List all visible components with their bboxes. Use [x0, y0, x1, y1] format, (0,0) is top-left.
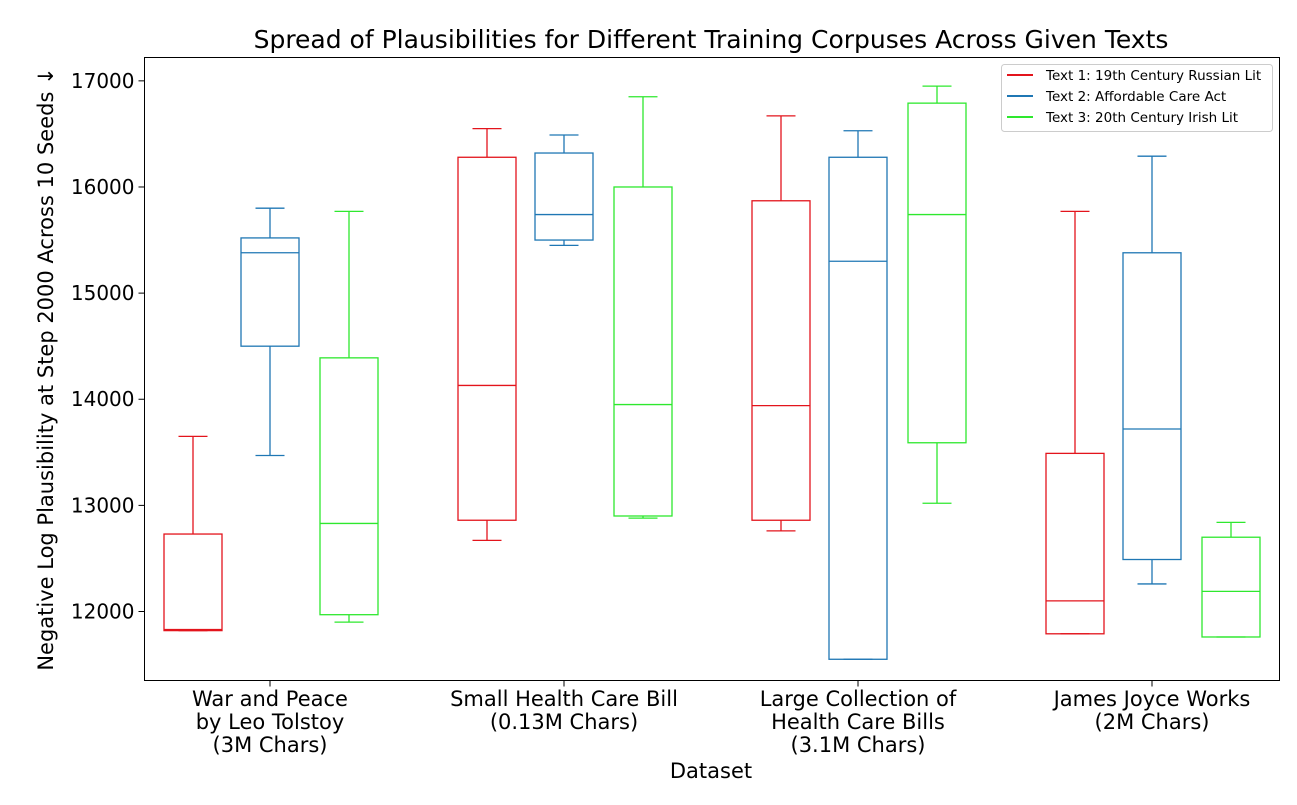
x-tick-label-line: Small Health Care Bill [450, 687, 678, 711]
x-tick-label-line: War and Peace [192, 687, 348, 711]
box [1201, 536, 1261, 638]
box [907, 102, 967, 444]
y-tick-label: 13000 [71, 493, 135, 517]
y-tick-label: 17000 [71, 69, 135, 93]
box [613, 186, 673, 517]
x-tick-label-line: (3M Chars) [213, 733, 328, 757]
series-group-1 [163, 115, 1105, 635]
y-axis-label: Negative Log Plausibility at Step 2000 A… [34, 67, 58, 670]
x-tick-label-line: (3.1M Chars) [791, 733, 926, 757]
x-tick-label-line: Health Care Bills [771, 710, 945, 734]
x-tick-label-line: (2M Chars) [1095, 710, 1210, 734]
x-tick-label-line: James Joyce Works [1052, 687, 1251, 711]
y-tick-label: 12000 [71, 600, 135, 624]
x-axis-label: Dataset [670, 759, 752, 783]
y-tick-label: 14000 [71, 387, 135, 411]
series-group-2 [240, 130, 1182, 660]
x-tick-label: Large Collection of Health Care Bills (3.1… [760, 687, 957, 757]
x-tick-label: War and Peace by Leo Tolstoy (3M Chars) [192, 687, 348, 757]
legend-label: Text 2: Affordable Care Act [1045, 89, 1226, 105]
x-tick-label-line: (0.13M Chars) [490, 710, 638, 734]
box [240, 237, 300, 347]
box [828, 156, 888, 660]
x-tick-label-line: by Leo Tolstoy [196, 710, 345, 734]
x-tick-label-line: Large Collection of [760, 687, 957, 711]
y-tick-label: 16000 [71, 175, 135, 199]
y-axis: 12000 13000 14000 15000 16000 17000 [71, 69, 145, 624]
chart-title: Spread of Plausibilities for Different T… [254, 25, 1169, 54]
box [751, 200, 811, 521]
legend-label: Text 1: 19th Century Russian Lit [1045, 68, 1261, 84]
legend-frame [1001, 64, 1273, 132]
plot-area [163, 85, 1261, 660]
box [457, 156, 517, 521]
box [1045, 452, 1105, 635]
y-tick-label: 15000 [71, 281, 135, 305]
legend-label: Text 3: 20th Century Irish Lit [1045, 110, 1238, 126]
series-group-3 [319, 85, 1261, 638]
x-tick-label: James Joyce Works (2M Chars) [1052, 687, 1251, 734]
box [1122, 252, 1182, 561]
x-tick-label: Small Health Care Bill (0.13M Chars) [450, 687, 678, 734]
box [534, 152, 594, 241]
legend: Text 1: 19th Century Russian Lit Text 2: … [1001, 64, 1273, 132]
box [163, 533, 223, 632]
x-axis: War and Peace by Leo Tolstoy (3M Chars) Sma… [192, 680, 1251, 757]
box [319, 357, 379, 616]
plot-frame [144, 57, 1280, 681]
